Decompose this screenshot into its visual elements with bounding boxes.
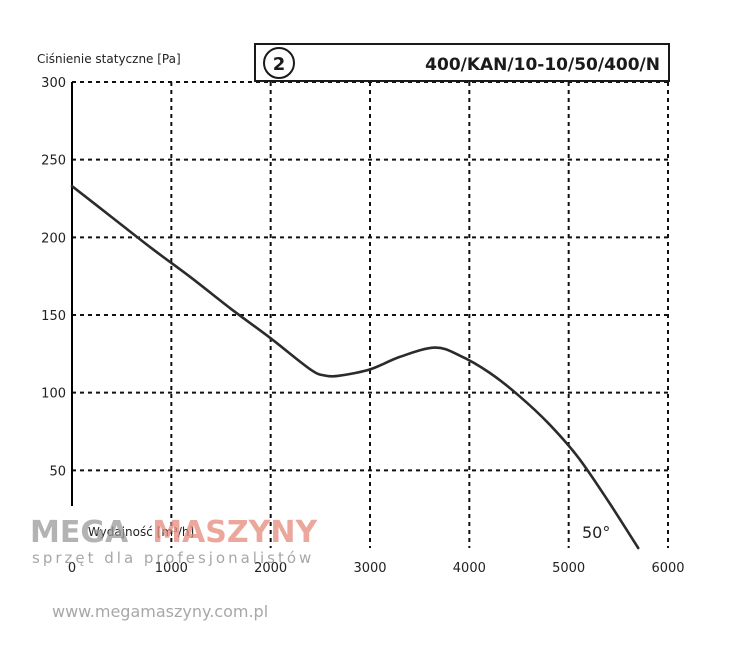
- curve-number-badge: [263, 47, 295, 79]
- y-axis-title: Ciśnienie statyczne [Pa]: [37, 52, 181, 66]
- model-title: 400/KAN/10-10/50/400/N: [425, 55, 660, 75]
- x-tick-label: 0: [68, 561, 76, 576]
- watermark-brand-left: MEGA: [30, 515, 129, 550]
- curve-number: 2: [273, 54, 286, 75]
- y-tick-label: 100: [41, 387, 66, 402]
- curve-angle-label: 50°: [582, 523, 610, 542]
- watermark: MEGA MASZYNY sprzęt dla profesjonalistów …: [30, 515, 318, 621]
- watermark-brand-right: MASZYNY: [152, 515, 318, 550]
- y-tick-label: 300: [41, 76, 66, 91]
- model-header: 2 400/KAN/10-10/50/400/N: [254, 43, 670, 82]
- x-tick-labels: 0 1000 2000 3000 4000 5000 6000: [68, 561, 685, 576]
- watermark-url: www.megamaszyny.com.pl: [52, 602, 268, 621]
- x-tick-label: 5000: [552, 561, 585, 576]
- y-tick-labels: 50 100 150 200 250 300: [41, 76, 66, 479]
- y-tick-label: 200: [41, 231, 66, 246]
- watermark-brand: MEGA MASZYNY: [30, 515, 318, 550]
- x-axis-title: Wydajność [m³/h]: [88, 525, 194, 539]
- grid: [72, 81, 669, 548]
- x-tick-label: 4000: [453, 561, 486, 576]
- watermark-tagline: sprzęt dla profesjonalistów: [32, 549, 314, 567]
- y-tick-label: 50: [49, 464, 66, 479]
- x-tick-label: 2000: [254, 561, 287, 576]
- fan-curve-line: [70, 184, 640, 550]
- x-tick-label: 1000: [155, 561, 188, 576]
- x-tick-label: 6000: [651, 561, 684, 576]
- y-tick-label: 250: [41, 154, 66, 169]
- y-tick-label: 150: [41, 309, 66, 324]
- x-tick-label: 3000: [353, 561, 386, 576]
- model-header-box: [254, 43, 670, 82]
